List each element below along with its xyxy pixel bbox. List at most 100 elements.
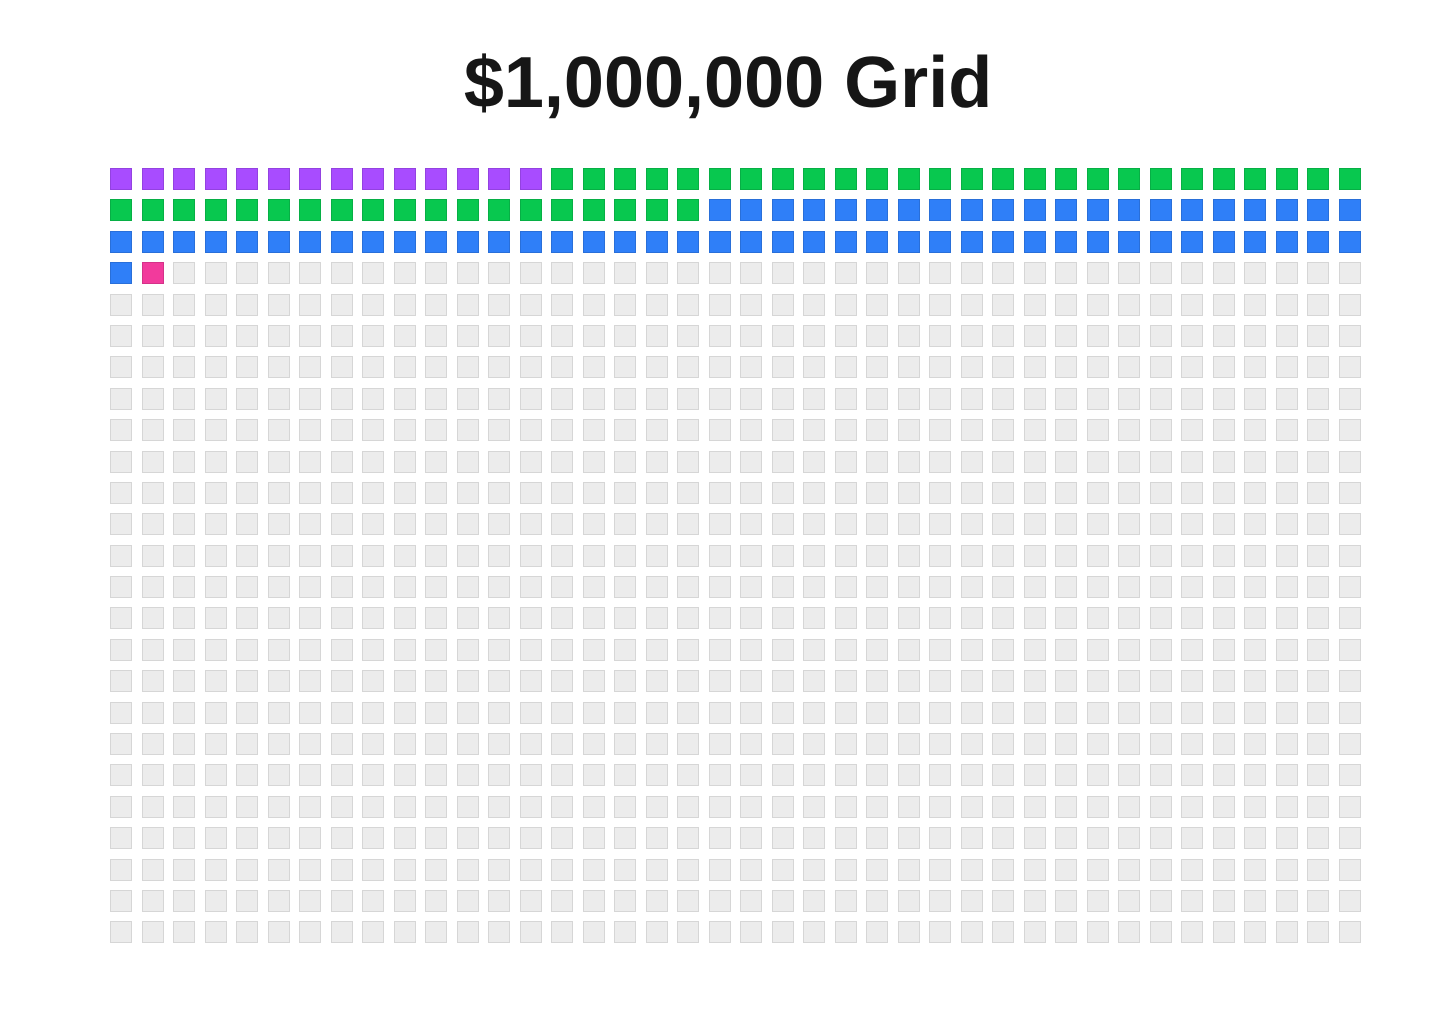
empty-cell [1275,858,1298,881]
empty-cell [267,324,290,347]
empty-cell [1055,827,1077,850]
empty-cell [645,356,668,379]
empty-cell [488,387,510,410]
empty-cell [1023,576,1046,599]
filled-cell-series-1 [299,168,321,190]
empty-cell [1307,356,1329,379]
empty-cell [677,670,699,693]
filled-cell-series-2 [1086,168,1109,190]
filled-cell-series-1 [330,168,353,190]
empty-cell [897,324,920,347]
filled-cell-series-3 [236,230,258,253]
empty-cell [299,419,321,442]
empty-cell [267,419,290,442]
empty-cell [1212,481,1235,504]
filled-cell-series-1 [519,168,542,190]
empty-cell [866,419,888,442]
empty-cell [299,450,321,473]
empty-cell [897,576,920,599]
empty-cell [551,481,573,504]
empty-cell [267,293,290,316]
empty-cell [740,733,762,756]
empty-cell [173,262,195,285]
empty-cell [866,262,888,285]
empty-cell [299,889,321,912]
empty-cell [708,387,731,410]
empty-cell [519,795,542,818]
empty-cell [393,576,416,599]
empty-cell [866,795,888,818]
empty-cell [330,733,353,756]
empty-cell [897,733,920,756]
empty-cell [1212,387,1235,410]
empty-cell [488,544,510,567]
filled-cell-series-2 [456,199,479,222]
empty-cell [425,544,447,567]
empty-cell [897,544,920,567]
empty-cell [929,733,951,756]
filled-cell-series-2 [488,199,510,222]
empty-cell [173,858,195,881]
empty-cell [330,638,353,661]
filled-cell-series-2 [519,199,542,222]
empty-cell [1307,324,1329,347]
empty-cell [1149,450,1172,473]
empty-cell [110,889,132,912]
empty-cell [236,356,258,379]
empty-cell [740,701,762,724]
empty-cell [393,858,416,881]
empty-cell [551,450,573,473]
empty-cell [614,356,636,379]
empty-cell [236,921,258,944]
empty-cell [1055,701,1077,724]
empty-cell [897,356,920,379]
empty-cell [141,638,164,661]
empty-cell [771,576,794,599]
empty-cell [992,764,1014,787]
empty-cell [645,701,668,724]
empty-cell [1023,544,1046,567]
empty-cell [929,293,951,316]
empty-cell [1086,513,1109,536]
empty-cell [677,638,699,661]
empty-cell [708,764,731,787]
empty-cell [1118,513,1140,536]
filled-cell-series-3 [1055,230,1077,253]
empty-cell [1244,764,1266,787]
filled-cell-series-2 [330,199,353,222]
empty-cell [299,701,321,724]
empty-cell [771,419,794,442]
empty-cell [1118,921,1140,944]
empty-cell [834,324,857,347]
empty-cell [519,638,542,661]
empty-cell [1086,670,1109,693]
empty-cell [1275,576,1298,599]
empty-cell [1307,293,1329,316]
empty-cell [677,387,699,410]
empty-cell [708,513,731,536]
empty-cell [425,858,447,881]
empty-cell [929,889,951,912]
empty-cell [929,513,951,536]
empty-cell [1338,450,1361,473]
empty-cell [1181,576,1203,599]
filled-cell-series-2 [614,168,636,190]
empty-cell [1212,450,1235,473]
filled-cell-series-2 [425,199,447,222]
empty-cell [299,638,321,661]
empty-cell [173,356,195,379]
empty-cell [960,481,983,504]
empty-cell [803,701,825,724]
empty-cell [1086,827,1109,850]
empty-cell [456,764,479,787]
filled-cell-series-1 [488,168,510,190]
empty-cell [1275,450,1298,473]
empty-cell [1023,827,1046,850]
empty-cell [1275,701,1298,724]
empty-cell [362,387,384,410]
empty-cell [929,858,951,881]
filled-cell-series-2 [897,168,920,190]
empty-cell [960,670,983,693]
empty-cell [897,419,920,442]
empty-cell [1118,733,1140,756]
